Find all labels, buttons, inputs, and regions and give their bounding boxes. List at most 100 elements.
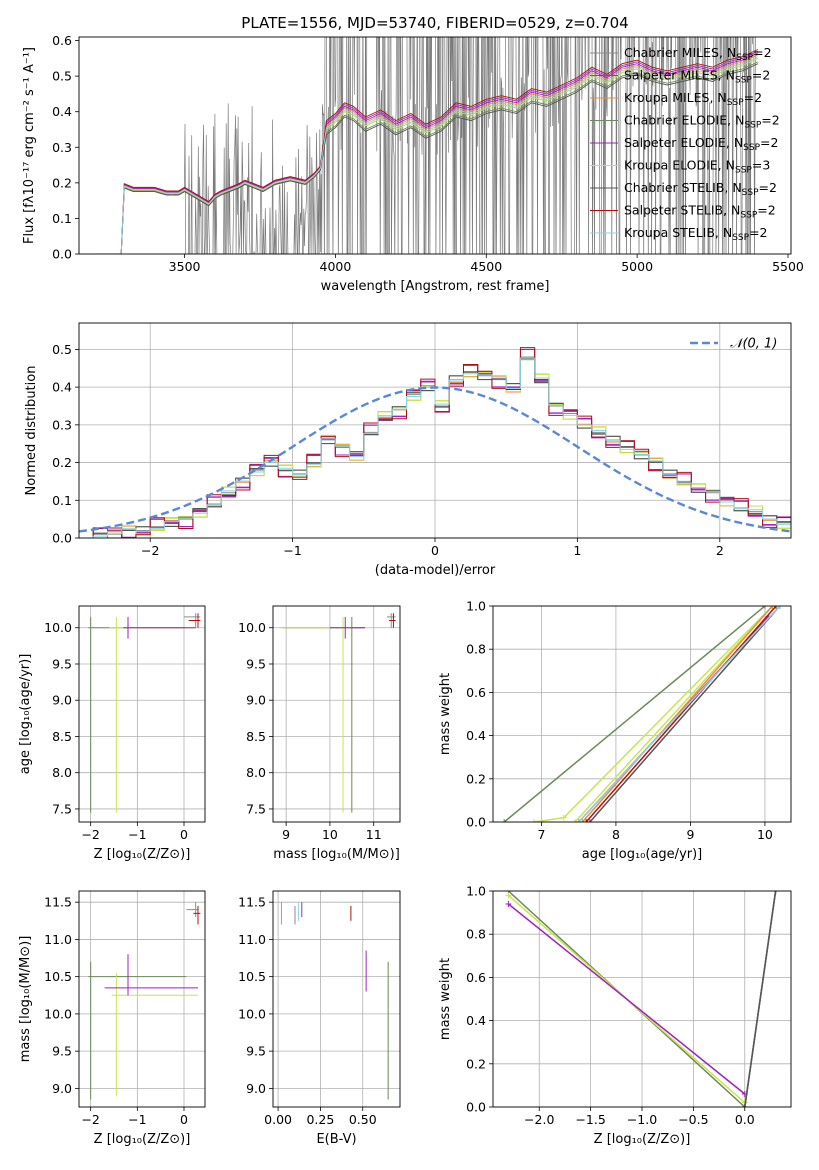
y-axis-label: Flux [fλ10⁻¹⁷ erg cm⁻² s⁻¹ A⁻¹] (22, 47, 37, 244)
x-axis-label: E(B-V) (316, 1132, 356, 1147)
x-tick-label: 5500 (772, 259, 804, 274)
data-point (769, 606, 776, 609)
axes-frame (78, 605, 206, 823)
axes-frame (272, 890, 401, 1108)
legend-nssp-value: =2 (744, 90, 762, 105)
data-point (505, 900, 512, 907)
x-tick-label: 4000 (320, 259, 352, 274)
model-spectrum-chabrier_stelib (120, 63, 758, 254)
y-tick-label: 0.2 (466, 1056, 486, 1071)
mass-weight-line (574, 606, 773, 822)
y-tick-label: 8.5 (52, 729, 72, 744)
mass-weight-line (589, 606, 781, 822)
legend-entry: Salpeter STELIB, NSSP=2 (624, 203, 776, 221)
figure-title: PLATE=1556, MJD=53740, FIBERID=0529, z=0… (241, 14, 628, 32)
y-tick-label: 0.5 (52, 342, 72, 357)
x-tick-label: 9 (686, 827, 694, 842)
y-tick-label: 8.5 (246, 729, 266, 744)
y-tick-label: 0.6 (52, 33, 72, 48)
y-tick-label: 0.3 (52, 140, 72, 155)
legend-nssp: N (734, 135, 743, 150)
x-axis-label: (data-model)/error (375, 563, 496, 578)
legend-nssp: N (723, 225, 732, 240)
axes-frame (78, 890, 206, 1108)
legend-entry: Salpeter ELODIE, NSSP=2 (624, 135, 778, 153)
x-tick-label: 0 (431, 543, 439, 558)
legend-nssp-value: =2 (759, 180, 777, 195)
legend-nssp-sub: SSP (743, 143, 760, 153)
y-tick-label: 9.5 (246, 656, 266, 671)
x-tick-label: −2 (81, 827, 99, 842)
y-tick-label: 0.0 (466, 1100, 486, 1115)
mass-weight-line (533, 606, 773, 822)
legend-model-name: Kroupa MILES, (624, 90, 717, 105)
x-tick-label: 4500 (470, 259, 502, 274)
data-point (560, 814, 567, 821)
y-tick-label: 8.0 (246, 765, 266, 780)
y-tick-label: 0.2 (466, 771, 486, 786)
x-tick-label: −1.0 (627, 1112, 657, 1127)
legend-entry: 𝒩(0, 1) (730, 337, 777, 352)
y-tick-label: 11.5 (44, 895, 72, 910)
data-point (501, 819, 508, 822)
y-tick-label: 7.5 (52, 801, 72, 816)
y-tick-label: 0.0 (52, 531, 72, 546)
legend-nssp-value: =2 (753, 45, 771, 60)
plot-area (501, 606, 783, 822)
data-point (772, 891, 779, 894)
legend-model-name: Kroupa ELODIE, (624, 158, 726, 173)
x-tick-label: −2 (81, 1112, 99, 1127)
legend-model-name: Salpeter ELODIE, (624, 135, 734, 150)
x-tick-label: 1 (573, 543, 581, 558)
x-tick-label: 2 (716, 543, 724, 558)
y-axis-label: mass weight (438, 673, 453, 755)
y-tick-label: 0.4 (52, 380, 72, 395)
panel-mass_vs_Z: −2 −1 0 9.0 9.5 10.0 10.5 11.0 11.5 Z [log₁₀(Z/Z⊙… (18, 890, 206, 1147)
data-point (505, 892, 512, 899)
y-tick-label: 0.4 (466, 1013, 486, 1028)
data-point (583, 819, 590, 822)
x-axis-label: mass [log₁₀(M/M⊙)] (273, 847, 400, 862)
x-axis-label: Z [log₁₀(Z/Z⊙)] (594, 1132, 691, 1147)
x-tick-label: 11 (366, 827, 382, 842)
mass-weight-line (744, 891, 777, 1107)
axes-frame (78, 322, 792, 539)
y-tick-label: 0.1 (52, 493, 72, 508)
y-tick-label: 9.0 (246, 693, 266, 708)
y-tick-label: 0.2 (52, 455, 72, 470)
panel-spectrum: 3500 4000 4500 5000 5500 0.0 0.1 0.2 0.3 0.4 0.5 0.… (22, 33, 804, 294)
data-point (530, 819, 537, 822)
model-spectrum-salpeter_elodie (120, 52, 758, 254)
y-tick-label: 0.3 (52, 417, 72, 432)
axes-frame (492, 890, 792, 1108)
y-tick-label: 10.5 (238, 969, 266, 984)
mass-weight-line (507, 903, 746, 1095)
y-tick-label: 10.0 (238, 620, 266, 635)
data-point (776, 606, 783, 609)
model-spectrum-chabrier_elodie (120, 61, 758, 254)
legend-entry: Chabrier ELODIE, NSSP=2 (624, 113, 780, 131)
plot-area (280, 902, 389, 1100)
legend-nssp: N (735, 113, 744, 128)
legend-nssp-sub: SSP (735, 76, 752, 86)
legend-nssp: N (731, 203, 740, 218)
plot-area (94, 37, 758, 254)
plot-area (88, 613, 201, 813)
legend-nssp-sub: SSP (727, 98, 744, 108)
y-tick-label: 11.0 (44, 932, 72, 947)
legend-nssp: N (732, 180, 741, 195)
panel-age_vs_Z: −2 −1 0 7.5 8.0 8.5 9.0 9.5 10.0 Z [log₁₀(Z/Z⊙)] a… (18, 605, 206, 862)
y-tick-label: 7.5 (246, 801, 266, 816)
x-tick-label: −1.5 (575, 1112, 605, 1127)
x-tick-label: 5000 (621, 259, 653, 274)
y-tick-label: 0.8 (466, 642, 486, 657)
x-tick-label: −0.5 (678, 1112, 708, 1127)
legend-nssp-sub: SSP (732, 233, 749, 243)
data-point (579, 819, 586, 822)
legend-nssp-sub: SSP (742, 188, 759, 198)
legend-entry: Kroupa MILES, NSSP=2 (624, 90, 762, 108)
y-tick-label: 1.0 (466, 599, 486, 614)
y-tick-label: 10.0 (44, 620, 72, 635)
histogram-kroupa_stelib (92, 357, 791, 538)
y-axis-label: Normed distribution (24, 366, 39, 496)
